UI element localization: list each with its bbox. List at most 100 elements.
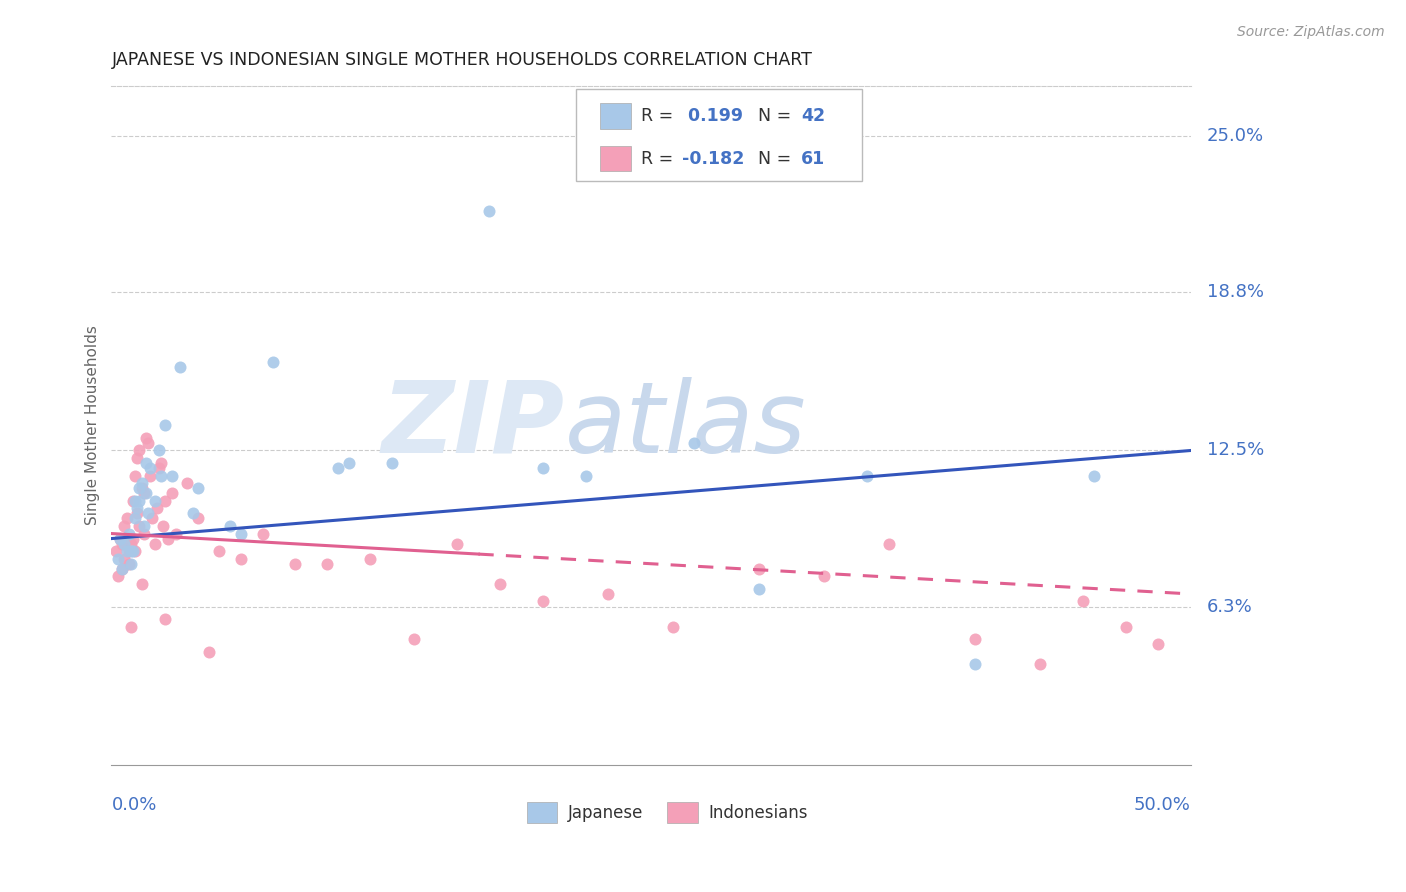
Point xyxy=(143,493,166,508)
Point xyxy=(131,476,153,491)
Y-axis label: Single Mother Households: Single Mother Households xyxy=(86,326,100,525)
Point xyxy=(1071,594,1094,608)
Point xyxy=(219,519,242,533)
Point xyxy=(183,507,205,521)
Text: 50.0%: 50.0% xyxy=(1135,796,1191,814)
Point xyxy=(402,632,425,647)
Point xyxy=(127,501,149,516)
Text: N =: N = xyxy=(747,150,797,168)
Text: Source: ZipAtlas.com: Source: ZipAtlas.com xyxy=(1237,25,1385,39)
Point xyxy=(128,443,150,458)
Point xyxy=(187,511,209,525)
Point xyxy=(155,418,177,433)
Point xyxy=(229,551,252,566)
Point xyxy=(489,577,512,591)
Point xyxy=(111,562,134,576)
Point xyxy=(176,476,198,491)
Point xyxy=(118,526,141,541)
Point xyxy=(131,481,153,495)
Point xyxy=(120,544,142,558)
Point xyxy=(118,544,141,558)
Text: N =: N = xyxy=(747,107,797,125)
Point xyxy=(111,536,134,550)
Text: 18.8%: 18.8% xyxy=(1208,283,1264,301)
Point xyxy=(531,594,554,608)
Point xyxy=(208,544,231,558)
Point xyxy=(120,620,142,634)
Point xyxy=(112,519,135,533)
Point xyxy=(169,360,191,375)
Point xyxy=(1029,657,1052,672)
Point xyxy=(478,204,501,219)
Point xyxy=(963,657,986,672)
Point xyxy=(132,526,155,541)
Point xyxy=(160,468,183,483)
Text: Japanese: Japanese xyxy=(568,804,644,822)
Text: 0.0%: 0.0% xyxy=(111,796,157,814)
Text: Indonesians: Indonesians xyxy=(709,804,808,822)
Point xyxy=(337,456,360,470)
Point xyxy=(135,456,157,470)
Point xyxy=(124,544,146,558)
Point xyxy=(877,536,900,550)
Point xyxy=(326,461,349,475)
Text: 25.0%: 25.0% xyxy=(1208,127,1264,145)
Point xyxy=(132,519,155,533)
Text: 12.5%: 12.5% xyxy=(1208,442,1264,459)
Point xyxy=(152,519,174,533)
Point xyxy=(575,468,598,483)
Text: 42: 42 xyxy=(801,107,825,125)
Point xyxy=(359,551,381,566)
Text: ZIP: ZIP xyxy=(382,376,565,474)
Point xyxy=(156,532,179,546)
Point xyxy=(124,511,146,525)
Point xyxy=(124,468,146,483)
Point xyxy=(139,461,162,475)
Point xyxy=(683,436,706,450)
Point xyxy=(155,493,177,508)
Text: 0.199: 0.199 xyxy=(682,107,744,125)
Point xyxy=(122,493,145,508)
Point xyxy=(531,461,554,475)
Point xyxy=(446,536,468,550)
Point xyxy=(141,511,163,525)
Point xyxy=(661,620,683,634)
Point xyxy=(122,544,145,558)
Point xyxy=(150,456,173,470)
Point xyxy=(596,587,619,601)
Point xyxy=(148,461,170,475)
Point xyxy=(111,562,134,576)
FancyBboxPatch shape xyxy=(600,103,631,129)
Point xyxy=(127,507,149,521)
Point xyxy=(115,544,138,558)
FancyBboxPatch shape xyxy=(527,803,557,822)
Point xyxy=(128,519,150,533)
Point xyxy=(128,493,150,508)
Point xyxy=(148,443,170,458)
Point xyxy=(104,544,127,558)
Point xyxy=(118,557,141,571)
Point xyxy=(1147,637,1170,651)
Text: JAPANESE VS INDONESIAN SINGLE MOTHER HOUSEHOLDS CORRELATION CHART: JAPANESE VS INDONESIAN SINGLE MOTHER HOU… xyxy=(111,51,813,69)
Point xyxy=(112,536,135,550)
Point xyxy=(262,355,284,369)
Point xyxy=(127,450,149,465)
Point xyxy=(108,532,131,546)
Point xyxy=(120,557,142,571)
Point xyxy=(128,481,150,495)
Point xyxy=(145,501,167,516)
Point xyxy=(187,481,209,495)
Point xyxy=(136,507,159,521)
Point xyxy=(122,532,145,546)
Point xyxy=(107,569,129,583)
Text: R =: R = xyxy=(641,107,679,125)
Point xyxy=(124,493,146,508)
Point xyxy=(120,536,142,550)
Point xyxy=(112,551,135,566)
Text: atlas: atlas xyxy=(565,376,807,474)
Point xyxy=(115,511,138,525)
Point xyxy=(316,557,339,571)
Point xyxy=(963,632,986,647)
Point xyxy=(748,562,770,576)
Point xyxy=(1115,620,1137,634)
